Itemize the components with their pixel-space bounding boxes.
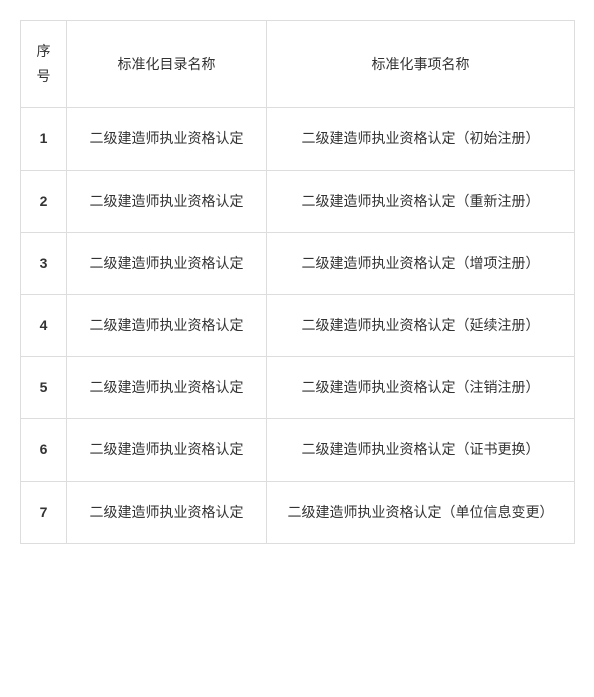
- table-header-row: 序号 标准化目录名称 标准化事项名称: [21, 21, 575, 108]
- cell-seq: 4: [21, 294, 67, 356]
- cell-dir: 二级建造师执业资格认定: [67, 419, 267, 481]
- cell-seq: 7: [21, 481, 67, 543]
- cell-item: 二级建造师执业资格认定（注销注册）: [267, 357, 575, 419]
- header-dir: 标准化目录名称: [67, 21, 267, 108]
- cell-seq: 5: [21, 357, 67, 419]
- cell-item: 二级建造师执业资格认定（证书更换）: [267, 419, 575, 481]
- cell-dir: 二级建造师执业资格认定: [67, 170, 267, 232]
- table-row: 7 二级建造师执业资格认定 二级建造师执业资格认定（单位信息变更）: [21, 481, 575, 543]
- table-row: 6 二级建造师执业资格认定 二级建造师执业资格认定（证书更换）: [21, 419, 575, 481]
- cell-seq: 1: [21, 108, 67, 170]
- table-row: 5 二级建造师执业资格认定 二级建造师执业资格认定（注销注册）: [21, 357, 575, 419]
- table-row: 4 二级建造师执业资格认定 二级建造师执业资格认定（延续注册）: [21, 294, 575, 356]
- cell-seq: 3: [21, 232, 67, 294]
- cell-item: 二级建造师执业资格认定（重新注册）: [267, 170, 575, 232]
- cell-dir: 二级建造师执业资格认定: [67, 357, 267, 419]
- table-row: 1 二级建造师执业资格认定 二级建造师执业资格认定（初始注册）: [21, 108, 575, 170]
- cell-item: 二级建造师执业资格认定（单位信息变更）: [267, 481, 575, 543]
- standards-table: 序号 标准化目录名称 标准化事项名称 1 二级建造师执业资格认定 二级建造师执业…: [20, 20, 575, 544]
- cell-item: 二级建造师执业资格认定（延续注册）: [267, 294, 575, 356]
- table-row: 2 二级建造师执业资格认定 二级建造师执业资格认定（重新注册）: [21, 170, 575, 232]
- cell-dir: 二级建造师执业资格认定: [67, 232, 267, 294]
- header-seq: 序号: [21, 21, 67, 108]
- cell-dir: 二级建造师执业资格认定: [67, 294, 267, 356]
- table-body: 1 二级建造师执业资格认定 二级建造师执业资格认定（初始注册） 2 二级建造师执…: [21, 108, 575, 543]
- header-item: 标准化事项名称: [267, 21, 575, 108]
- cell-dir: 二级建造师执业资格认定: [67, 108, 267, 170]
- cell-seq: 2: [21, 170, 67, 232]
- cell-item: 二级建造师执业资格认定（增项注册）: [267, 232, 575, 294]
- cell-seq: 6: [21, 419, 67, 481]
- table-row: 3 二级建造师执业资格认定 二级建造师执业资格认定（增项注册）: [21, 232, 575, 294]
- cell-item: 二级建造师执业资格认定（初始注册）: [267, 108, 575, 170]
- cell-dir: 二级建造师执业资格认定: [67, 481, 267, 543]
